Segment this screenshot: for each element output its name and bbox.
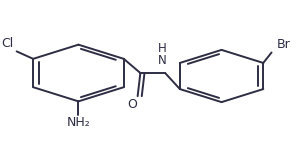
Text: H
N: H N — [158, 42, 167, 67]
Text: O: O — [127, 98, 137, 111]
Text: NH₂: NH₂ — [66, 116, 90, 129]
Text: Br: Br — [277, 38, 291, 51]
Text: Cl: Cl — [2, 37, 14, 50]
